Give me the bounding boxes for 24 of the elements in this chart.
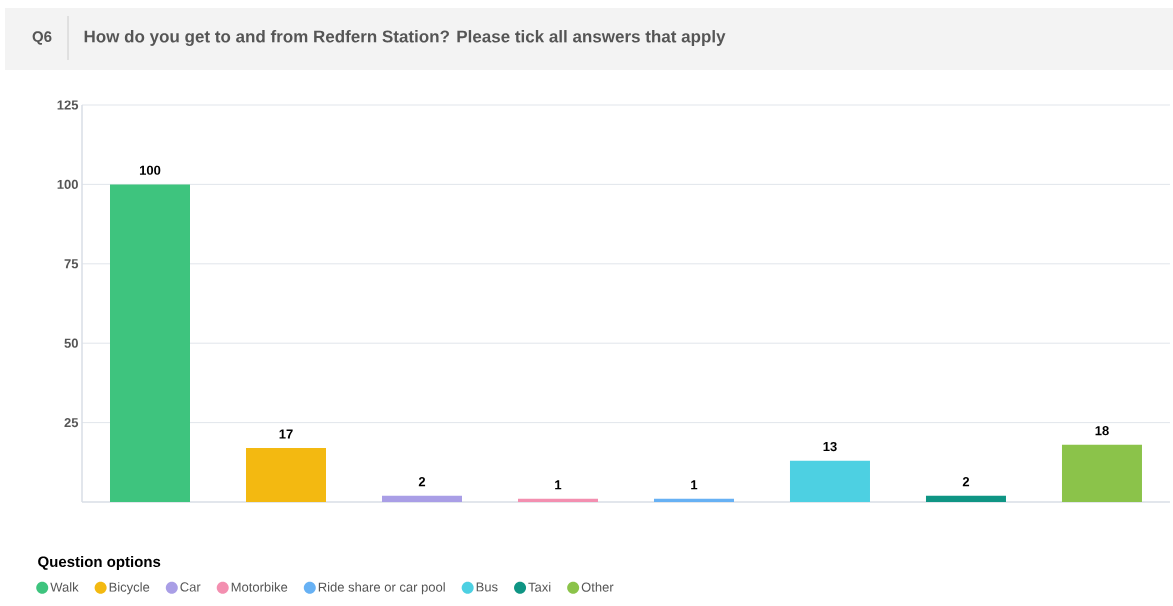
legend-title: Question options: [38, 556, 161, 570]
legend-label: Bicycle: [109, 582, 150, 595]
chart-title: How do you get to and from Redfern Station? Please tick all answers that apply: [84, 30, 726, 46]
data-label: 1: [691, 480, 698, 490]
y-tick-label: 75: [64, 259, 79, 269]
legend-label: Ride share or car pool: [318, 582, 445, 595]
legend-label: Taxi: [528, 582, 551, 592]
legend-label: Car: [180, 582, 201, 592]
legend-label: Walk: [50, 582, 79, 592]
y-tick-label: 50: [64, 338, 78, 348]
y-tick-label: 25: [64, 418, 79, 428]
data-label: 2: [418, 477, 426, 487]
data-label: 13: [823, 441, 837, 452]
data-label: 1: [555, 480, 562, 490]
legend-label: Bus: [476, 582, 498, 592]
text: Q6: [32, 31, 52, 45]
data-label: 18: [1095, 426, 1109, 436]
legend-label: Motorbike: [231, 582, 288, 592]
y-tick-label: 125: [57, 100, 79, 110]
data-label: 17: [279, 429, 293, 439]
legend-label: Other: [581, 582, 614, 592]
data-label: 2: [962, 477, 970, 487]
y-tick-label: 100: [57, 179, 78, 189]
data-label: 100: [139, 165, 161, 175]
